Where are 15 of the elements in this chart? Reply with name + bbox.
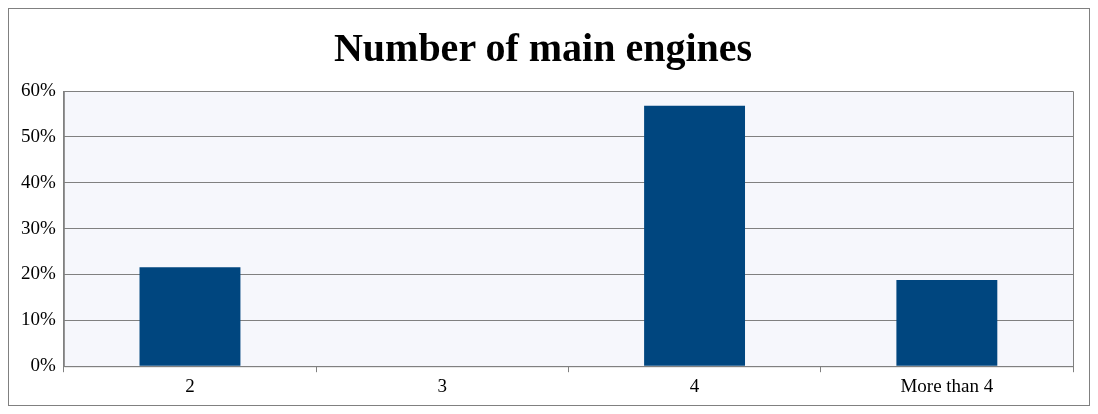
- y-tick-label: 30%: [21, 216, 56, 238]
- y-tick-label: 20%: [21, 262, 56, 284]
- x-tick-label: 3: [437, 374, 448, 396]
- x-tick-label: More than 4: [900, 374, 994, 396]
- y-tick-label: 10%: [21, 308, 56, 330]
- y-tick-label: 60%: [21, 78, 56, 100]
- bar: [896, 279, 998, 366]
- bar: [139, 267, 241, 366]
- y-tick-label: 40%: [21, 170, 56, 192]
- x-tick-label: 2: [185, 374, 195, 396]
- bar: [644, 105, 746, 366]
- x-tick-label: 4: [689, 374, 700, 396]
- y-tick-label: 0%: [30, 354, 56, 376]
- chart-title: Number of main engines: [333, 25, 753, 71]
- y-tick-label: 50%: [21, 124, 56, 146]
